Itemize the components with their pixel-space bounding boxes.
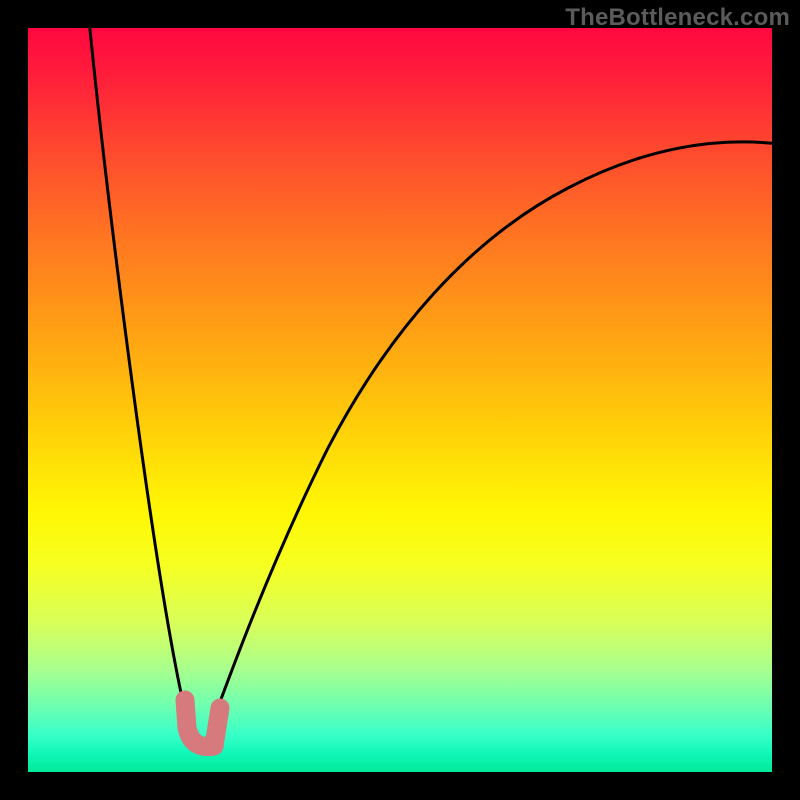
curve-right-branch: [207, 142, 772, 739]
min-marker-icon: [185, 700, 220, 747]
watermark-text: TheBottleneck.com: [565, 4, 790, 32]
chart-frame: TheBottleneck.com: [0, 0, 800, 800]
curve-left-branch: [90, 28, 196, 735]
curve-layer: [28, 28, 772, 772]
plot-area: [28, 28, 772, 772]
